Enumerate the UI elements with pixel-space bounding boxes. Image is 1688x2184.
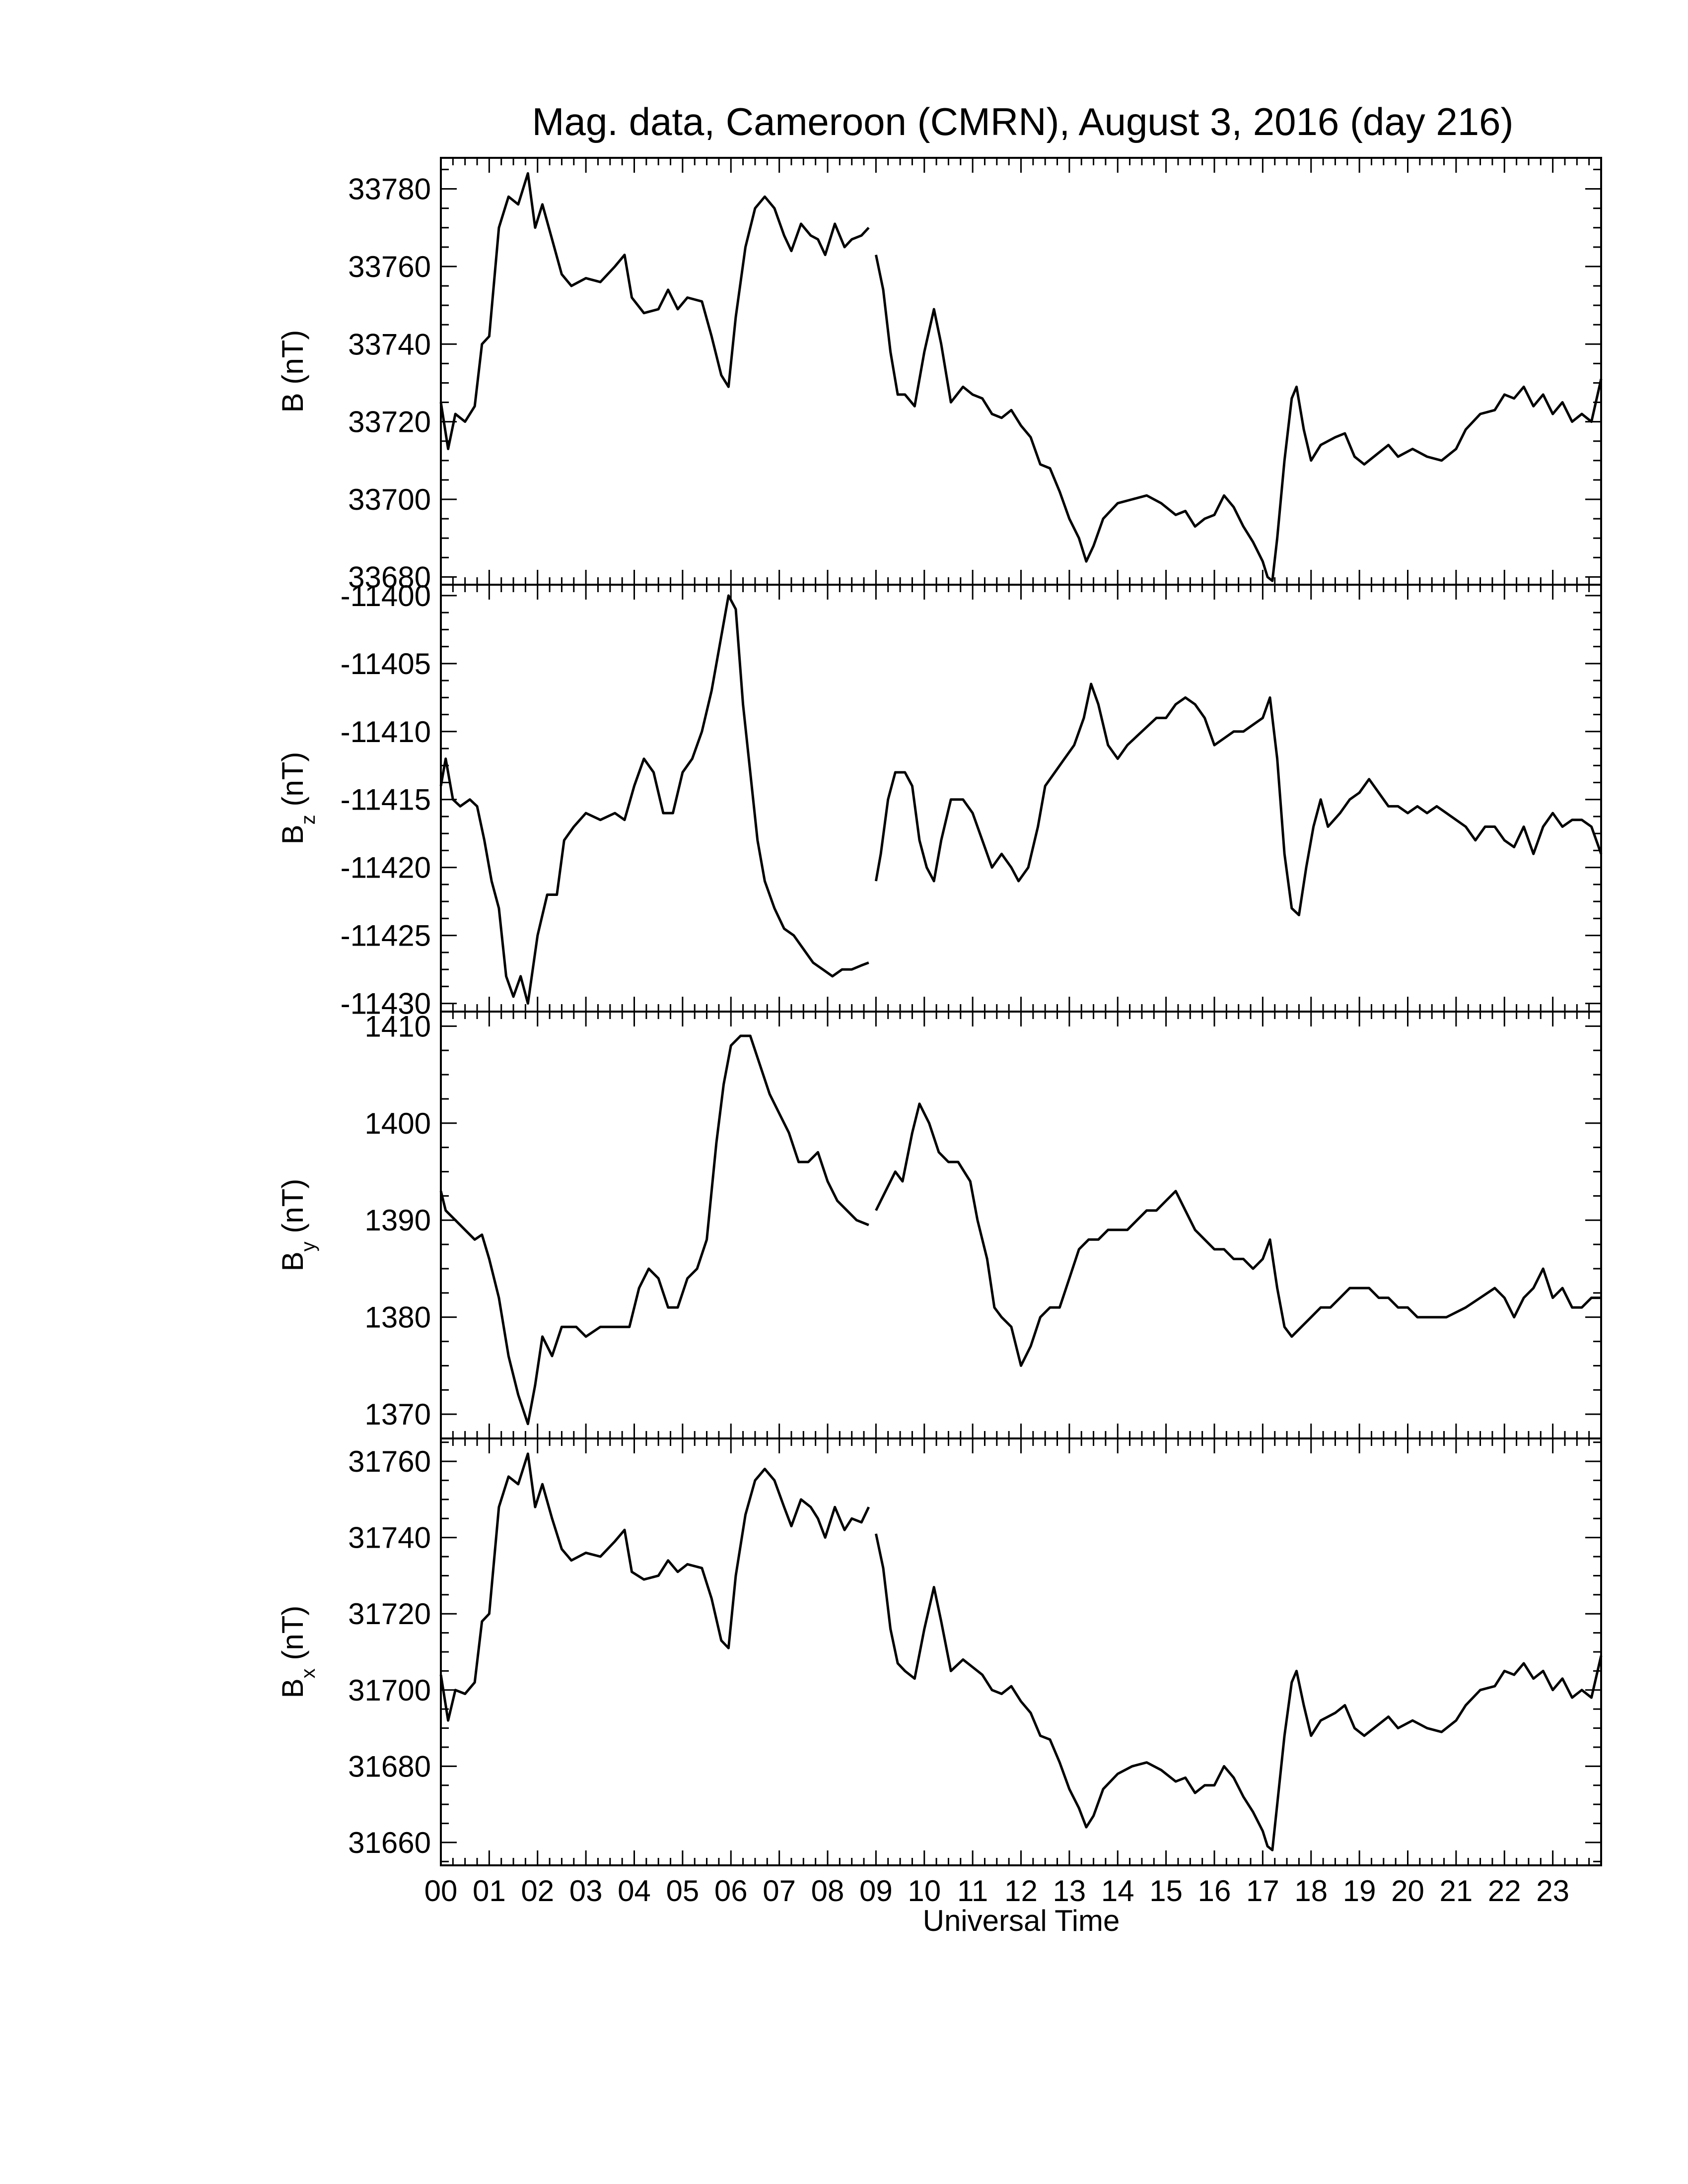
x-tick-label: 20	[1391, 1874, 1424, 1908]
y-axis-label: B (nT)	[276, 330, 309, 413]
x-axis-label: Universal Time	[923, 1904, 1120, 1937]
x-tick-label: 09	[859, 1874, 893, 1908]
x-tick-label: 18	[1294, 1874, 1328, 1908]
x-tick-label: 01	[473, 1874, 506, 1908]
y-tick-label: -11410	[341, 715, 431, 749]
y-tick-label: -11405	[341, 647, 431, 681]
panel-b: 33680 33700 33720 33740 33760 33780 B (nT)	[276, 157, 1603, 594]
y-tick-label: 33680	[348, 560, 431, 594]
chart-title: Mag. data, Cameroon (CMRN), August 3, 20…	[532, 100, 1514, 143]
x-tick-label: 05	[666, 1874, 700, 1908]
series-line-b-2	[874, 254, 1603, 582]
y-tick-label: 31660	[348, 1826, 431, 1859]
plot-frame	[440, 157, 1602, 586]
y-tick-label: -11430	[341, 987, 431, 1021]
y-tick-label: 1390	[365, 1204, 431, 1237]
y-tick-label: 33740	[348, 328, 431, 361]
y-tick-label: 1400	[365, 1107, 431, 1140]
y-axis-label: Bz (nT)	[276, 752, 319, 845]
plot-frame	[440, 584, 1602, 1013]
y-tick-label: 33700	[348, 483, 431, 516]
y-tick-label: 33780	[348, 173, 431, 206]
series-line-by-2	[875, 1102, 1601, 1367]
x-tick-label: 19	[1343, 1874, 1376, 1908]
x-tick-label: 23	[1536, 1874, 1569, 1908]
y-tick-label: 33760	[348, 250, 431, 283]
x-tick-label: 13	[1053, 1874, 1086, 1908]
x-tick-label: 04	[618, 1874, 651, 1908]
x-tick-label: 06	[714, 1874, 748, 1908]
x-tick-label: 10	[908, 1874, 941, 1908]
y-tick-label: 31680	[348, 1750, 431, 1783]
x-tick-label: 22	[1488, 1874, 1521, 1908]
x-tick-label: 12	[1004, 1874, 1038, 1908]
y-tick-label: -11400	[341, 579, 431, 613]
x-tick-label: 14	[1101, 1874, 1134, 1908]
panel-by: 1370 1380 1390 1400 1410 By (nT)	[276, 1010, 1602, 1439]
y-tick-label: 33720	[348, 406, 431, 439]
y-tick-label: 31720	[348, 1597, 431, 1631]
series-line-by-1	[439, 1034, 869, 1426]
x-tick-label: 15	[1149, 1874, 1183, 1908]
y-tick-label: 31760	[348, 1445, 431, 1478]
series-line-bx-2	[874, 1533, 1603, 1851]
x-tick-label: 08	[811, 1874, 844, 1908]
plot-frame	[440, 1011, 1602, 1439]
y-tick-label: 31740	[348, 1521, 431, 1555]
panel-bz: -11430 -11425 -11420 -11415 -11410 -11405 -114…	[276, 579, 1603, 1021]
y-tick-label: -11425	[341, 919, 431, 953]
y-tick-label: 31700	[348, 1674, 431, 1707]
x-tick-label: 03	[569, 1874, 603, 1908]
series-line-bz-1	[439, 594, 869, 1005]
x-tick-label: 16	[1198, 1874, 1231, 1908]
y-axis-label: Bx (nT)	[276, 1606, 319, 1699]
y-tick-label: -11420	[341, 851, 431, 885]
y-tick-label: 1380	[365, 1301, 431, 1334]
x-tick-label: 07	[763, 1874, 796, 1908]
x-tick-label: 11	[957, 1874, 988, 1908]
x-tick-label: 02	[521, 1874, 554, 1908]
series-line-bz-2	[874, 682, 1603, 916]
x-tick-label: 00	[424, 1874, 458, 1908]
y-axis-label: By (nT)	[276, 1179, 319, 1272]
x-tick-label: 17	[1246, 1874, 1279, 1908]
series-line-bx-1	[439, 1452, 870, 1722]
y-tick-label: 1410	[365, 1010, 431, 1043]
y-tick-label: 1370	[365, 1398, 431, 1431]
panel-bx: 31660 31680 31700 31720 31740 31760 Bx (nT)	[276, 1437, 1603, 1866]
plot-frame	[440, 1437, 1602, 1866]
series-line-b-1	[439, 172, 870, 450]
y-tick-label: -11415	[341, 783, 431, 817]
x-tick-label: 21	[1440, 1874, 1473, 1908]
